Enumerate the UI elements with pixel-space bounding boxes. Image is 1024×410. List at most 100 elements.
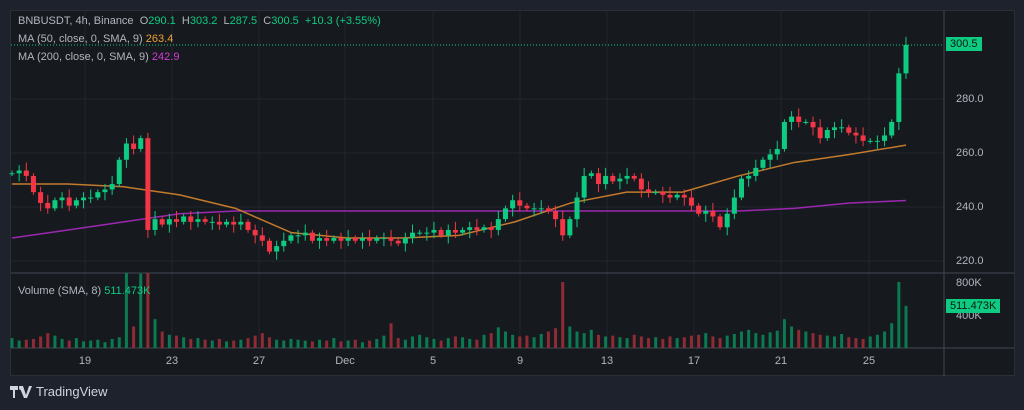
candle-body <box>367 238 373 241</box>
candle-body <box>681 194 687 198</box>
candle-body <box>338 238 344 241</box>
volume-bar <box>740 331 744 348</box>
volume-bar <box>525 335 529 348</box>
candle-body <box>417 232 423 234</box>
ma200-legend[interactable]: MA (200, close, 0, SMA, 9) 242.9 <box>18 51 180 63</box>
volume-bar <box>411 336 415 348</box>
candle-body <box>152 219 158 230</box>
volume-bar <box>360 342 364 348</box>
volume-bar <box>668 336 672 348</box>
volume-bar <box>189 338 193 348</box>
volume-bar <box>318 339 322 348</box>
volume-bar <box>403 339 407 348</box>
volume-bar <box>904 305 908 348</box>
volume-bar <box>289 338 293 348</box>
last-volume-tag: 511.473K <box>946 299 1001 313</box>
candle-body <box>753 167 759 176</box>
candle-body <box>517 200 523 206</box>
volume-bar <box>382 335 386 348</box>
ma50-legend[interactable]: MA (50, close, 0, SMA, 9) 263.4 <box>18 33 174 45</box>
candle-body <box>789 116 795 122</box>
volume-bar <box>697 334 701 348</box>
high-value: 303.2 <box>189 15 218 27</box>
candle-body <box>467 227 473 230</box>
candle-body <box>395 240 401 244</box>
volume-bar <box>425 337 429 348</box>
volume-bar <box>10 338 14 348</box>
candle-body <box>710 211 716 217</box>
candle-body <box>717 216 723 228</box>
volume-bar <box>647 338 651 348</box>
volume-bar <box>675 338 679 348</box>
volume-bar <box>239 339 243 348</box>
candle-body <box>874 140 880 142</box>
price-tick: 280.0 <box>956 93 984 105</box>
volume-bar <box>275 339 279 348</box>
candle-body <box>331 238 337 241</box>
candle-body <box>30 175 36 193</box>
candle-body <box>209 221 215 223</box>
volume-bar <box>761 334 765 348</box>
candle-body <box>617 178 623 182</box>
time-tick: 25 <box>862 355 876 367</box>
volume-bar <box>568 326 572 348</box>
candle-body <box>882 135 888 141</box>
candle-body <box>510 200 516 209</box>
candle-body <box>374 238 380 241</box>
candle-body <box>102 189 108 193</box>
candle-body <box>231 221 237 225</box>
candle-body <box>703 211 709 214</box>
candle-body <box>531 208 537 210</box>
volume-bar <box>353 339 357 348</box>
time-tick: 27 <box>252 355 266 367</box>
volume-bar <box>332 338 336 348</box>
volume-bar <box>24 339 28 348</box>
volume-legend[interactable]: Volume (SMA, 8) 511.473K <box>18 285 151 297</box>
candle-body <box>610 175 616 182</box>
candle-body <box>796 116 802 122</box>
symbol-info: BNBUSDT, 4h, Binance <box>18 15 134 27</box>
candle-body <box>560 219 566 236</box>
volume-bar <box>818 334 822 348</box>
candle-body <box>831 127 837 131</box>
volume-bar <box>782 319 786 348</box>
volume-bar <box>139 273 143 348</box>
tradingview-logo[interactable]: TradingView <box>10 384 108 399</box>
volume-bar <box>282 340 286 348</box>
volume-bar <box>511 334 515 348</box>
candle-body <box>860 135 866 141</box>
volume-tick: 800K <box>956 277 982 289</box>
volume-bar <box>110 338 114 348</box>
candle-body <box>259 235 265 241</box>
candle-body <box>824 130 830 139</box>
open-value: 290.1 <box>148 15 176 27</box>
chart-panel[interactable] <box>10 10 1015 376</box>
candle-body <box>88 197 94 199</box>
close-value: 300.5 <box>271 15 299 27</box>
volume-bar <box>532 337 536 348</box>
candle-body <box>188 216 194 222</box>
volume-bar <box>897 282 901 348</box>
candle-body <box>38 192 44 203</box>
candle-body <box>595 173 601 185</box>
candle-body <box>438 229 444 236</box>
candle-body <box>746 175 752 179</box>
volume-bar <box>439 340 443 348</box>
volume-bar <box>146 273 150 348</box>
price-tick: 260.0 <box>956 147 984 159</box>
volume-bar <box>589 329 593 348</box>
volume-bar <box>596 334 600 348</box>
volume-bar <box>854 338 858 348</box>
volume-bar <box>546 331 550 348</box>
volume-bar <box>861 338 865 348</box>
candle-body <box>817 127 823 139</box>
change-value: +10.3 (+3.55%) <box>304 15 381 27</box>
candle-body <box>896 73 902 122</box>
symbol-legend: BNBUSDT, 4h, Binance O290.1 H303.2 L287.… <box>18 15 381 27</box>
candle-body <box>839 127 845 129</box>
candle-body <box>388 238 394 241</box>
ma200-line <box>11 199 907 239</box>
candle-body <box>653 192 659 194</box>
candle-body <box>66 197 72 206</box>
